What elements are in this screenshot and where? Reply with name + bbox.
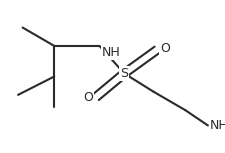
Text: O: O (82, 91, 92, 104)
Text: S: S (120, 67, 128, 80)
Text: NH₂: NH₂ (209, 119, 225, 132)
Text: O: O (160, 43, 170, 55)
Text: NH: NH (101, 46, 120, 58)
